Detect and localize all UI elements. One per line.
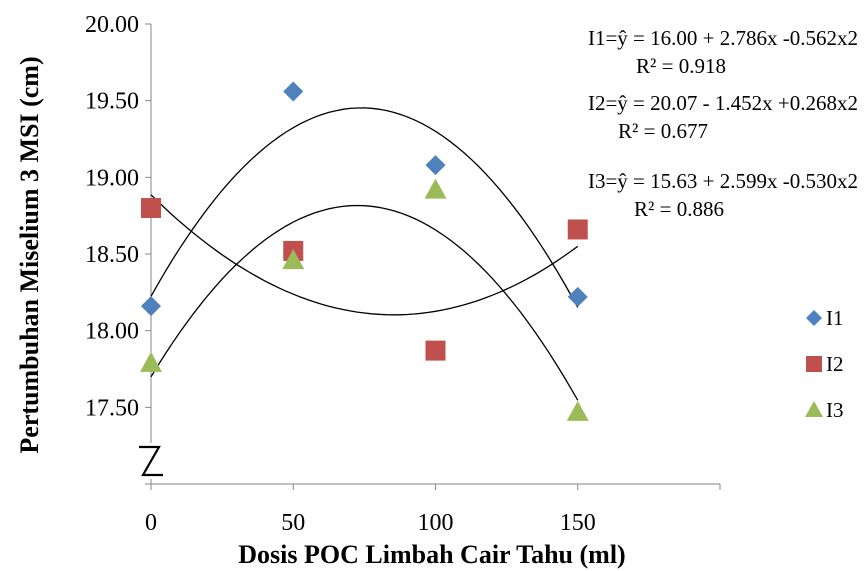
legend-label-i3: I3 [826,398,844,422]
r2-i3: R² = 0.886 [634,197,724,221]
data-point-i3 [140,351,162,372]
y-axis-title: Pertumbuhan Miselium 3 MSI (cm) [15,56,44,453]
data-point-i2 [141,198,161,218]
equation-i3: I3=ŷ = 15.63 + 2.599x -0.530x2 [588,169,858,193]
legend-label-i1: I1 [826,306,844,330]
x-axis-title: Dosis POC Limbah Cair Tahu (ml) [238,540,625,569]
data-point-i1 [141,296,161,317]
y-tick-label: 19.00 [85,165,139,191]
data-point-i1 [425,155,446,176]
data-point-i3 [424,178,447,199]
r2-i1: R² = 0.918 [636,54,726,78]
data-point-i2 [567,219,588,240]
trendline-i1 [150,107,579,308]
y-tick-label: 19.50 [85,89,139,115]
data-point-i1 [567,286,588,307]
trendline-i2 [150,194,579,316]
legend-marker-i2 [806,356,822,372]
y-tick-label: 18.50 [85,242,139,268]
x-tick-label: 50 [281,510,305,536]
legend-marker-i1 [806,310,822,326]
equation-i1: I1=ŷ = 16.00 + 2.786x -0.562x2 [588,26,858,50]
y-tick-label: 20.00 [85,12,139,38]
plot-area [139,23,721,490]
legend: I1 I2 I3 [805,306,844,422]
equation-i2: I2=ŷ = 20.07 - 1.452x +0.268x2 [588,91,858,115]
data-markers [140,81,589,421]
y-tick-label: 18.00 [85,319,139,345]
data-point-i3 [282,249,305,270]
data-point-i2 [425,340,446,361]
x-tick-label: 0 [145,510,157,536]
legend-marker-i3 [805,401,823,417]
data-point-i3 [566,400,589,421]
x-tick-label: 150 [560,510,596,536]
axis-break-symbol [139,445,163,477]
trendline-i3 [150,204,579,401]
legend-label-i2: I2 [826,352,844,376]
tick-labels: 17.50 18.00 18.50 19.00 19.50 20.00 0 50 100 150 [85,12,596,536]
data-point-i1 [283,81,304,102]
r2-i2: R² = 0.677 [618,119,708,143]
y-tick-label: 17.50 [85,395,139,421]
trendlines [150,107,579,401]
x-tick-label: 100 [418,510,454,536]
equation-annotations: I1=ŷ = 16.00 + 2.786x -0.562x2 R² = 0.91… [588,26,858,221]
